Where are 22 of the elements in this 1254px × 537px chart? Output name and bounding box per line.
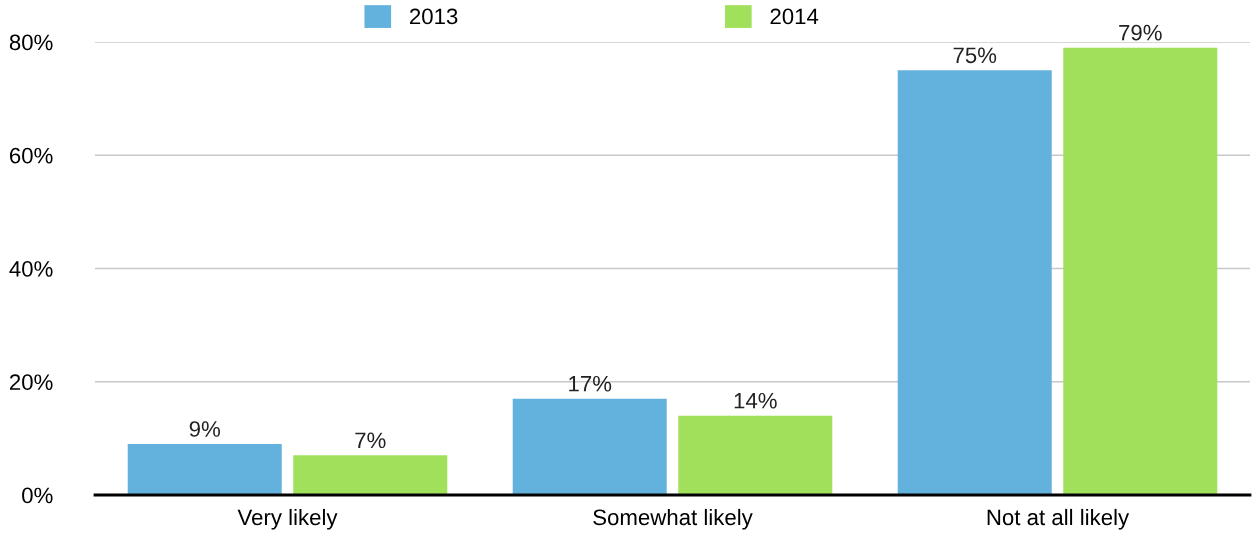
y-tick-label: 60%: [9, 147, 53, 164]
bar: [293, 455, 448, 495]
x-tick-label: Somewhat likely: [593, 508, 753, 530]
y-tick-label: 40%: [9, 261, 53, 277]
x-tick-label: Not at all likely: [987, 508, 1130, 530]
data-label: 17%: [569, 375, 612, 392]
legend-label: 2013: [410, 8, 458, 25]
bar: [512, 398, 667, 495]
data-label: 75%: [953, 47, 997, 64]
data-label: 9%: [189, 421, 220, 437]
data-label: 7%: [355, 432, 386, 449]
bar: [897, 70, 1052, 495]
legend-label: 2014: [770, 8, 819, 25]
data-label: 14%: [734, 392, 777, 409]
bar: [678, 415, 833, 495]
y-tick-label: 20%: [9, 374, 53, 391]
data-label: 79%: [1119, 24, 1162, 41]
y-tick-label: 0%: [22, 487, 53, 504]
x-tick-label: Very likely: [237, 508, 338, 530]
bar: [1063, 47, 1218, 495]
y-tick-label: 80%: [9, 34, 53, 51]
bar: [127, 444, 282, 495]
